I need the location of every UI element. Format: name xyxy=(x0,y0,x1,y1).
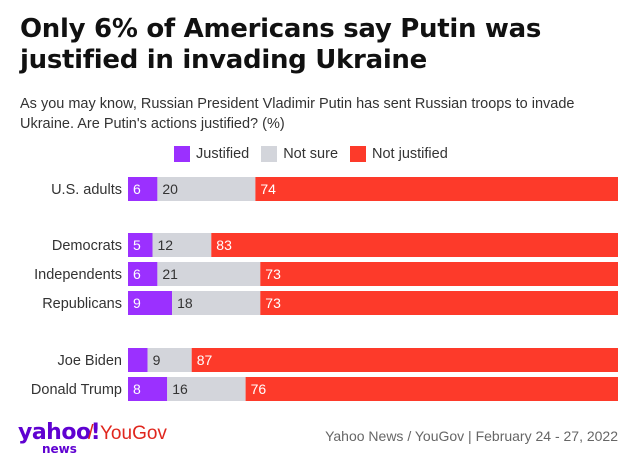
data-label-justified-u-s-adults: 6 xyxy=(133,181,141,197)
bar-not-justified-democrats xyxy=(211,233,619,257)
data-label-justified-republicans: 9 xyxy=(133,295,141,311)
category-label-democrats: Democrats xyxy=(52,238,122,254)
data-label-not-sure-joe-biden: 9 xyxy=(153,352,161,368)
bar-justified-donald-trump xyxy=(128,377,168,401)
data-label-not-justified-joe-biden: 87 xyxy=(197,352,213,368)
chart-subtitle: As you may know, Russian President Vladi… xyxy=(20,96,575,132)
bar-not-justified-independents xyxy=(260,262,618,286)
bar-justified-u-s-adults xyxy=(128,177,158,201)
news-logo-text: news xyxy=(42,442,77,456)
yougov-logo-text: YouGov xyxy=(100,423,167,444)
bar-not-sure-donald-trump xyxy=(167,377,246,401)
bar-not-justified-republicans xyxy=(260,291,618,315)
data-label-not-sure-independents: 21 xyxy=(162,266,178,282)
bar-not-sure-independents xyxy=(157,262,261,286)
category-label-u-s-adults: U.S. adults xyxy=(51,182,122,198)
yahoo-logo-text: yahoo! xyxy=(18,420,101,445)
data-label-not-justified-independents: 73 xyxy=(265,266,281,282)
data-label-justified-donald-trump: 8 xyxy=(133,381,141,397)
bar-not-justified-joe-biden xyxy=(191,348,618,372)
bar-not-justified-u-s-adults xyxy=(255,177,618,201)
bar-not-sure-republicans xyxy=(172,291,261,315)
category-label-joe-biden: Joe Biden xyxy=(58,353,123,369)
data-label-not-justified-republicans: 73 xyxy=(265,295,281,311)
legend-swatch-justified xyxy=(174,146,190,162)
bar-not-justified-donald-trump xyxy=(245,377,618,401)
legend-item-not-sure: Not sure xyxy=(261,146,338,162)
legend-label-not-sure: Not sure xyxy=(283,146,339,162)
legend-swatch-not-sure xyxy=(261,146,278,162)
category-label-independents: Independents xyxy=(34,267,122,283)
data-label-not-justified-democrats: 83 xyxy=(216,237,232,253)
data-label-not-sure-donald-trump: 16 xyxy=(172,381,188,397)
data-label-justified-independents: 6 xyxy=(133,266,141,282)
bar-justified-joe-biden xyxy=(128,348,148,372)
category-label-republicans: Republicans xyxy=(42,296,122,312)
data-label-justified-democrats: 5 xyxy=(133,237,141,253)
legend-label-justified: Justified xyxy=(196,146,250,162)
source-note: Yahoo News / YouGov | February 24 - 27, … xyxy=(325,428,618,444)
data-label-not-sure-u-s-adults: 20 xyxy=(162,181,178,197)
bar-not-sure-u-s-adults xyxy=(157,177,256,201)
data-label-not-justified-u-s-adults: 74 xyxy=(260,181,276,197)
bar-justified-republicans xyxy=(128,291,173,315)
legend-item-justified: Justified xyxy=(174,146,249,162)
bar-not-sure-joe-biden xyxy=(147,348,192,372)
legend-swatch-not-justified xyxy=(350,146,367,162)
bar-justified-democrats xyxy=(128,233,153,257)
data-label-not-sure-democrats: 12 xyxy=(158,237,174,253)
data-label-not-justified-donald-trump: 76 xyxy=(251,381,267,397)
chart-title: Only 6% of Americans say Putin was justi… xyxy=(20,14,542,75)
data-label-not-sure-republicans: 18 xyxy=(177,295,193,311)
bar-not-sure-democrats xyxy=(152,233,212,257)
category-label-donald-trump: Donald Trump xyxy=(31,382,122,398)
logo-divider: / xyxy=(88,422,94,444)
legend-label-not-justified: Not justified xyxy=(372,146,448,162)
bar-justified-independents xyxy=(128,262,158,286)
chart-legend: Justified Not sure Not justified xyxy=(174,145,460,163)
legend-item-not-justified: Not justified xyxy=(350,146,448,162)
